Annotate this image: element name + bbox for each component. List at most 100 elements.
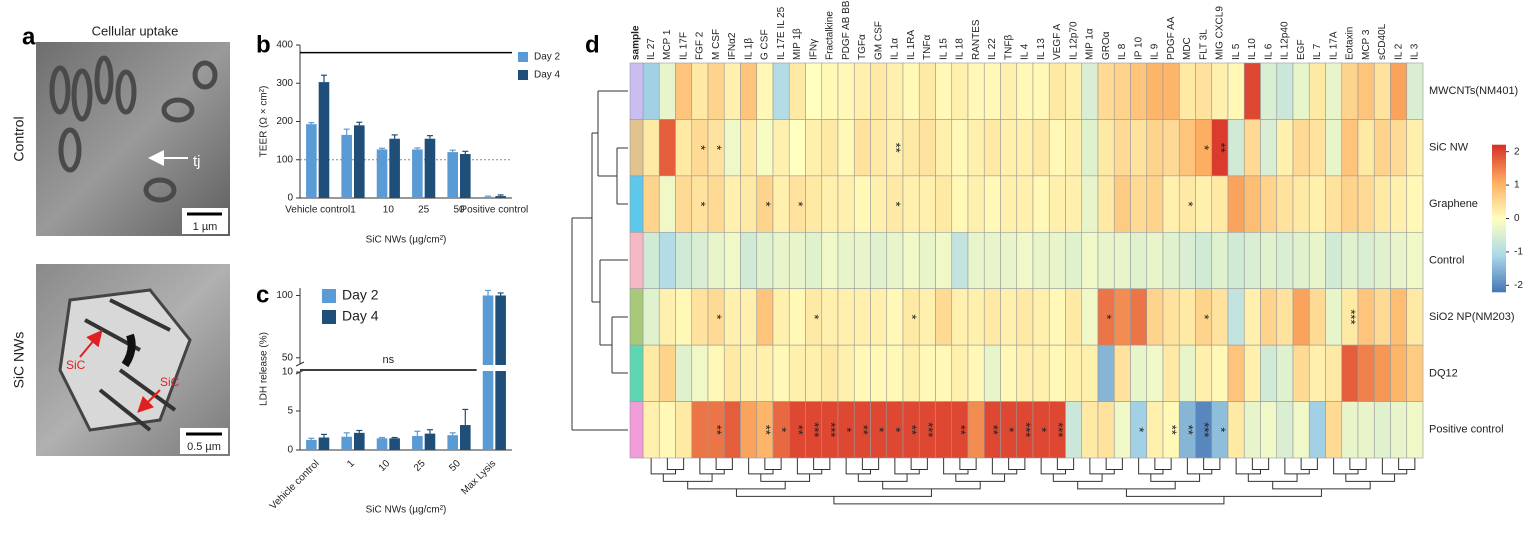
- colorbar-segment: [1492, 232, 1506, 236]
- x-axis-label: SiC NWs (µg/cm²): [366, 505, 447, 516]
- column-dendrogram: [959, 458, 977, 470]
- column-dendrogram: [1105, 458, 1123, 470]
- significance-star: *: [775, 427, 790, 432]
- row-label: SiC NWs: [11, 332, 27, 389]
- x-tick-label: Vehicle control: [268, 458, 322, 512]
- colorbar-segment: [1492, 191, 1506, 195]
- heatmap-cell: [821, 175, 839, 233]
- significance-star: **: [986, 425, 1001, 435]
- heatmap-cell: [1341, 119, 1359, 177]
- colorbar-segment: [1492, 257, 1506, 261]
- significance-star: *: [1132, 427, 1147, 432]
- column-dendrogram: [1008, 458, 1026, 470]
- heatmap-cell: [902, 175, 920, 233]
- heatmap-cell: [1113, 175, 1131, 233]
- heatmap-cell: [837, 288, 855, 346]
- heatmap-cell: [1097, 119, 1115, 177]
- heatmap-cell: [1146, 62, 1164, 120]
- heatmap-cell: [805, 62, 823, 120]
- colorbar-segment: [1492, 240, 1506, 244]
- heatmap-cell: [983, 62, 1001, 120]
- colorbar-segment: [1492, 247, 1506, 251]
- annotation: tj: [193, 153, 201, 170]
- heatmap-cell: [1130, 231, 1148, 290]
- heatmap-cell: [740, 119, 758, 177]
- colorbar-segment: [1492, 181, 1506, 185]
- heatmap-cell: [740, 401, 758, 459]
- heatmap-cell: [1178, 344, 1196, 402]
- bar: [424, 433, 436, 450]
- x-tick-label: 1: [345, 458, 357, 470]
- heatmap-cell: [1146, 231, 1164, 290]
- colorbar-segment: [1492, 220, 1506, 224]
- column-dendrogram: [1040, 458, 1066, 475]
- significance-star: **: [905, 425, 920, 435]
- heatmap-cell: [1130, 288, 1148, 346]
- column-label: Eotaxin: [1345, 27, 1356, 60]
- heatmap-cell: [1162, 62, 1180, 120]
- heatmap-cell: [1097, 62, 1115, 120]
- heatmap-cell: [1146, 344, 1164, 402]
- column-label: IL 6: [1263, 43, 1274, 60]
- column-dendrogram: [1272, 481, 1371, 490]
- heatmap-cell: [1227, 288, 1245, 346]
- colorbar-segment: [1492, 235, 1506, 239]
- heatmap-cell: [1032, 119, 1050, 177]
- heatmap-cell: [691, 401, 709, 459]
- heatmap-cell: [918, 288, 936, 346]
- heatmap-cell: [723, 231, 741, 290]
- column-dendrogram: [1150, 473, 1201, 482]
- colorbar-segment: [1492, 225, 1506, 229]
- column-label: MCP 1: [662, 29, 673, 60]
- heatmap-cell: [935, 231, 953, 290]
- column-label: PDGF AB BB: [841, 0, 852, 60]
- heatmap-cell: [1195, 62, 1213, 120]
- column-label: MIP 1α: [1085, 28, 1096, 60]
- colorbar-segment: [1492, 186, 1506, 190]
- heatmap-cell: [1390, 175, 1408, 233]
- significance-star: *: [1035, 427, 1050, 432]
- row-label: Graphene: [1429, 198, 1478, 210]
- legend-swatch: [518, 70, 528, 80]
- heatmap-cell: [756, 119, 774, 177]
- heatmap-cell: [1260, 344, 1278, 402]
- heatmap-cell: [805, 175, 823, 233]
- heatmap-cell: [1211, 231, 1229, 290]
- heatmap-cell: [1048, 344, 1066, 402]
- heatmap-cell: [675, 401, 693, 459]
- heatmap-cell: [723, 344, 741, 402]
- heatmap-cell: [1308, 175, 1326, 233]
- heatmap-cell: [1276, 62, 1294, 120]
- heatmap-cell: [1341, 344, 1359, 402]
- panel-label: b: [256, 31, 271, 58]
- heatmap-cell: [675, 119, 693, 177]
- column-dendrogram: [1154, 458, 1172, 470]
- heatmap-cell: [1325, 175, 1343, 233]
- colorbar-segment: [1492, 230, 1506, 234]
- bar: [495, 196, 506, 198]
- column-dendrogram: [991, 458, 1018, 475]
- column-label: sCD40L: [1377, 23, 1388, 60]
- heatmap-cell: [1065, 231, 1083, 290]
- heatmap-cell: [967, 175, 985, 233]
- scale-bar-label: 0.5 µm: [187, 441, 221, 453]
- colorbar-segment: [1492, 144, 1506, 148]
- column-dendrogram: [699, 458, 725, 475]
- column-dendrogram: [662, 473, 713, 482]
- heatmap-cell: [1341, 62, 1359, 120]
- heatmap-cell: [772, 119, 790, 177]
- heatmap-cell: [788, 344, 806, 402]
- significance-star: *: [693, 145, 708, 150]
- significance-star: *: [872, 427, 887, 432]
- column-label: TNFβ: [1003, 35, 1014, 60]
- panel-label: d: [585, 31, 600, 58]
- heatmap-cell: [1016, 175, 1034, 233]
- heatmap-cell: [1292, 119, 1310, 177]
- sample-label: sample: [631, 25, 642, 60]
- heatmap-cell: [723, 288, 741, 346]
- column-label: IL 13: [1036, 38, 1047, 60]
- panel-label: c: [256, 281, 269, 308]
- heatmap-cell: [1390, 288, 1408, 346]
- heatmap-cell: [837, 231, 855, 290]
- colorbar-segment: [1492, 149, 1506, 153]
